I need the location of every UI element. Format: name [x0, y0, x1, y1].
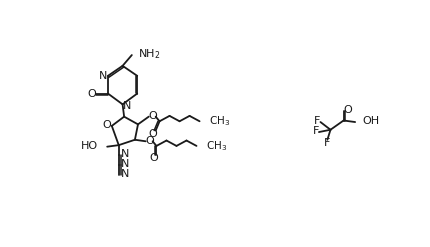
Text: N: N	[121, 169, 129, 179]
Text: HO: HO	[81, 141, 98, 151]
Text: NH$_2$: NH$_2$	[138, 47, 160, 61]
Text: O: O	[145, 136, 154, 145]
Text: F: F	[323, 138, 330, 148]
Text: F: F	[314, 116, 321, 126]
Text: CH$_3$: CH$_3$	[209, 114, 230, 128]
Text: CH$_3$: CH$_3$	[206, 139, 227, 153]
Text: O: O	[149, 153, 158, 163]
Text: O: O	[103, 120, 111, 130]
Text: N: N	[121, 159, 129, 169]
Text: O: O	[148, 111, 157, 121]
Text: N: N	[99, 71, 108, 81]
Text: O: O	[343, 105, 352, 115]
Text: N: N	[121, 149, 129, 159]
Text: F: F	[313, 126, 319, 136]
Text: O: O	[148, 129, 157, 139]
Text: OH: OH	[363, 116, 380, 126]
Text: N: N	[123, 101, 132, 111]
Text: O: O	[87, 89, 96, 99]
